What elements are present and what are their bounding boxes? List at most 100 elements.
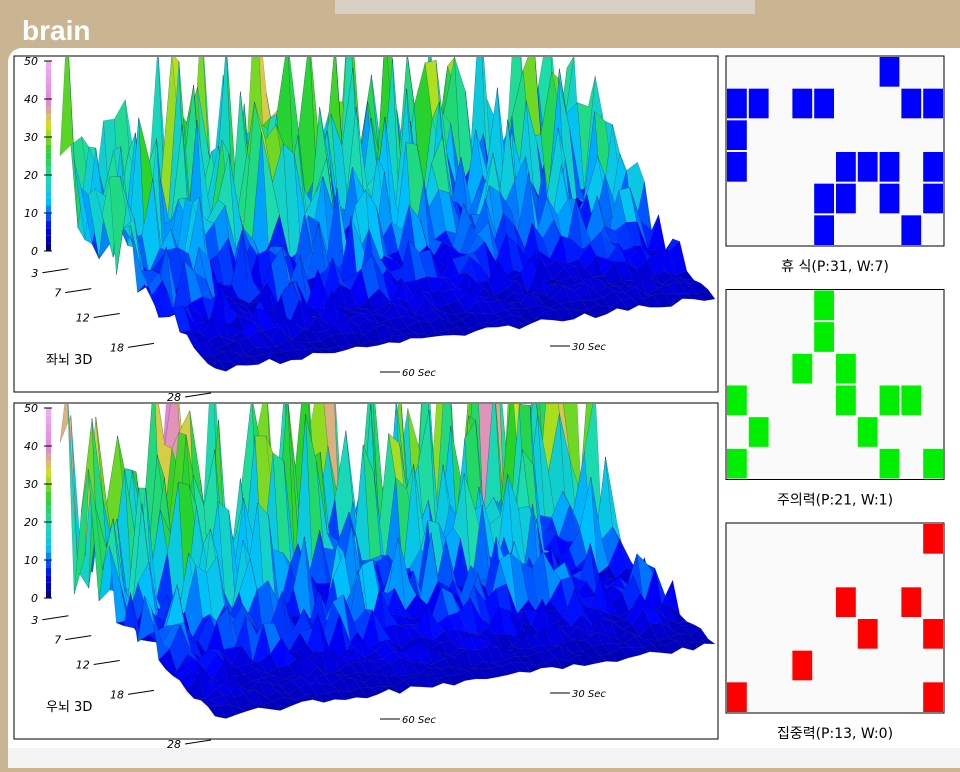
grid-panel <box>725 289 945 480</box>
cell <box>748 88 769 119</box>
color-bar <box>46 152 51 160</box>
cell <box>857 152 878 182</box>
cell <box>814 290 834 321</box>
color-bar <box>46 91 51 99</box>
depth-tick <box>184 739 212 745</box>
cell <box>727 448 747 479</box>
depth-tick-label: 12 <box>76 659 90 672</box>
cell <box>836 353 856 384</box>
cell <box>836 152 856 182</box>
grid-panel <box>725 522 945 714</box>
cell <box>901 385 922 416</box>
color-bar <box>46 453 51 462</box>
color-bar <box>46 144 51 153</box>
z-tick-label: 50 <box>24 55 38 68</box>
color-bar <box>46 575 51 583</box>
plot-label: 우뇌 3D <box>46 700 92 715</box>
color-bar <box>46 529 51 538</box>
surface <box>59 404 716 719</box>
cell <box>836 385 856 416</box>
panel-caption: 주의력(P:21, W:1) <box>777 493 893 509</box>
time-tick-label: 30 Sec <box>572 342 606 353</box>
color-bar <box>46 461 51 469</box>
cell <box>727 682 747 712</box>
color-bar <box>46 590 51 598</box>
header-title: brain <box>22 15 90 46</box>
cell <box>814 183 834 214</box>
color-bar <box>46 408 51 416</box>
color-bar <box>46 582 51 591</box>
surface-cell <box>478 404 493 520</box>
color-bar <box>46 121 51 130</box>
depth-tick <box>65 288 92 294</box>
color-bar <box>46 438 51 446</box>
color-bar <box>46 167 51 175</box>
depth-tick <box>127 342 155 348</box>
z-tick-label: 10 <box>24 554 38 567</box>
color-bar <box>46 228 51 236</box>
depth-tick <box>42 615 69 621</box>
z-tick-label: 0 <box>31 245 38 258</box>
cell <box>923 152 943 182</box>
color-bar <box>46 430 51 439</box>
z-tick-label: 20 <box>24 169 38 182</box>
color-bar <box>46 491 51 500</box>
cell <box>857 417 878 447</box>
depth-tick-label: 7 <box>54 634 61 647</box>
color-bar <box>46 76 51 84</box>
color-bar <box>46 205 51 213</box>
depth-tick <box>93 660 120 666</box>
cell <box>879 385 900 416</box>
time-tick-label: 30 Sec <box>572 689 606 700</box>
color-bar <box>46 99 51 107</box>
color-bar <box>46 468 51 477</box>
cell <box>792 353 813 384</box>
depth-tick-label: 3 <box>31 267 38 280</box>
surface-cell <box>269 57 287 119</box>
depth-tick <box>42 268 69 274</box>
cell <box>879 183 900 214</box>
depth-tick-label: 28 <box>167 391 181 404</box>
color-bar <box>46 137 51 145</box>
z-tick-label: 40 <box>24 440 38 453</box>
cell <box>748 417 769 447</box>
grid-panel <box>725 55 945 247</box>
surface <box>59 57 716 372</box>
depth-tick <box>127 689 155 695</box>
cell <box>792 88 813 119</box>
cell <box>814 322 834 352</box>
cell <box>923 619 943 649</box>
color-bar <box>46 514 51 522</box>
color-bar <box>46 106 51 115</box>
color-bar <box>46 175 51 183</box>
color-bar <box>46 423 51 431</box>
color-bar <box>46 61 51 69</box>
color-bar <box>46 567 51 576</box>
color-bar <box>46 220 51 229</box>
depth-tick-label: 28 <box>167 738 181 751</box>
color-bar <box>46 446 51 454</box>
surface-cell <box>697 638 716 645</box>
cell <box>814 215 834 245</box>
cell <box>901 587 922 617</box>
cell <box>923 524 943 554</box>
cell <box>923 448 943 479</box>
color-bar <box>46 522 51 530</box>
color-bar <box>46 114 51 122</box>
color-bar <box>46 83 51 92</box>
color-bar <box>46 235 51 244</box>
depth-tick <box>93 313 120 319</box>
color-bar <box>46 560 51 568</box>
z-tick-label: 10 <box>24 207 38 220</box>
cell <box>836 587 856 617</box>
depth-tick-label: 18 <box>110 341 124 354</box>
cell <box>901 88 922 119</box>
footer <box>8 748 960 768</box>
cell <box>923 183 943 214</box>
cell <box>923 682 943 712</box>
z-tick-label: 50 <box>24 402 38 415</box>
color-bar <box>46 506 51 515</box>
color-bar <box>46 213 51 221</box>
cell <box>727 385 747 416</box>
